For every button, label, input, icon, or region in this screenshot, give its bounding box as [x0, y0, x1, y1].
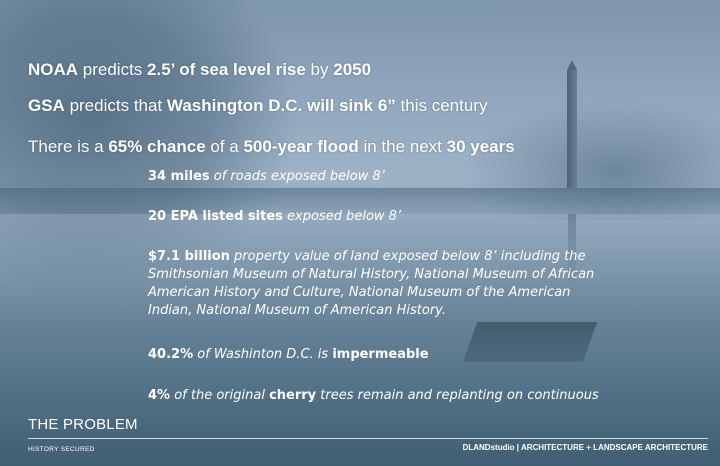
emphasis-text: 2050 [333, 60, 372, 79]
monument-reflection [568, 214, 576, 294]
body-text: property value of land exposed below 8’ … [229, 249, 586, 264]
fact-line: Smithsonian Museum of Natural History, N… [148, 266, 594, 284]
emphasis-text: Washington D.C. will sink 6” [166, 96, 396, 115]
body-text: of roads exposed below 8’ [209, 169, 385, 184]
monument-tip [567, 60, 577, 70]
body-text: predicts [78, 60, 148, 79]
emphasis-text: 4% [148, 388, 171, 403]
body-text: in the next [358, 137, 447, 156]
body-text: of Washinton D.C. is [193, 347, 333, 362]
emphasis-text: cherry [269, 388, 317, 403]
emphasis-text: 65% chance [108, 137, 206, 156]
body-text: of the original [170, 388, 270, 403]
emphasis-text: $7.1 billion [148, 249, 230, 264]
emphasis-text: 34 miles [148, 169, 210, 184]
body-text: by [305, 60, 334, 79]
fact-line: 20 EPA listed sites exposed below 8’ [148, 208, 401, 226]
fact-line: Indian, National Museum of American Hist… [148, 302, 594, 320]
emphasis-text: 2.5’ of sea level rise [147, 60, 306, 79]
emphasis-text: 500-year flood [243, 137, 359, 156]
body-text: predicts that [64, 96, 167, 115]
fact-line: 4% of the original cherry trees remain a… [148, 387, 599, 405]
background-horizon [0, 188, 720, 214]
body-text: of a [205, 137, 244, 156]
emphasis-text: NOAA [28, 60, 79, 79]
background-water [0, 214, 720, 466]
headline-flood: There is a 65% chance of a 500-year floo… [28, 137, 515, 157]
headline-sea-level: NOAA predicts 2.5’ of sea level rise by … [28, 60, 371, 80]
section-title: THE PROBLEM [28, 416, 138, 433]
body-text: this century [395, 96, 488, 115]
fact-roads: 34 miles of roads exposed below 8’ [148, 168, 385, 186]
fact-epa-sites: 20 EPA listed sites exposed below 8’ [148, 208, 401, 226]
body-text: trees remain and replanting on continuou… [316, 388, 599, 403]
fact-line: 34 miles of roads exposed below 8’ [148, 168, 385, 186]
footer-divider [28, 438, 708, 439]
fact-line: $7.1 billion property value of land expo… [148, 248, 594, 266]
emphasis-text: GSA [28, 96, 65, 115]
body-text: Indian, National Museum of American Hist… [148, 303, 447, 318]
headline-sinking: GSA predicts that Washington D.C. will s… [28, 96, 487, 116]
fact-impermeable: 40.2% of Washinton D.C. is impermeable [148, 346, 429, 364]
body-text: Smithsonian Museum of Natural History, N… [148, 267, 595, 282]
washington-monument [567, 70, 577, 188]
emphasis-text: impermeable [332, 347, 429, 362]
emphasis-text: 40.2% [148, 347, 194, 362]
fact-cherry-trees: 4% of the original cherry trees remain a… [148, 387, 599, 405]
body-text: American History and Culture, National M… [148, 285, 571, 300]
fact-line: American History and Culture, National M… [148, 284, 594, 302]
body-text: There is a [28, 137, 109, 156]
body-text: exposed below 8’ [282, 209, 402, 224]
emphasis-text: 30 years [446, 137, 515, 156]
footer-project-name: HISTORY SECURED [28, 446, 95, 453]
emphasis-text: 20 EPA listed sites [148, 209, 283, 224]
fact-line: 40.2% of Washinton D.C. is impermeable [148, 346, 429, 364]
fact-property-value: $7.1 billion property value of land expo… [148, 248, 594, 320]
footer-studio-credit: DLANDstudio | ARCHITECTURE + LANDSCAPE A… [462, 443, 708, 452]
